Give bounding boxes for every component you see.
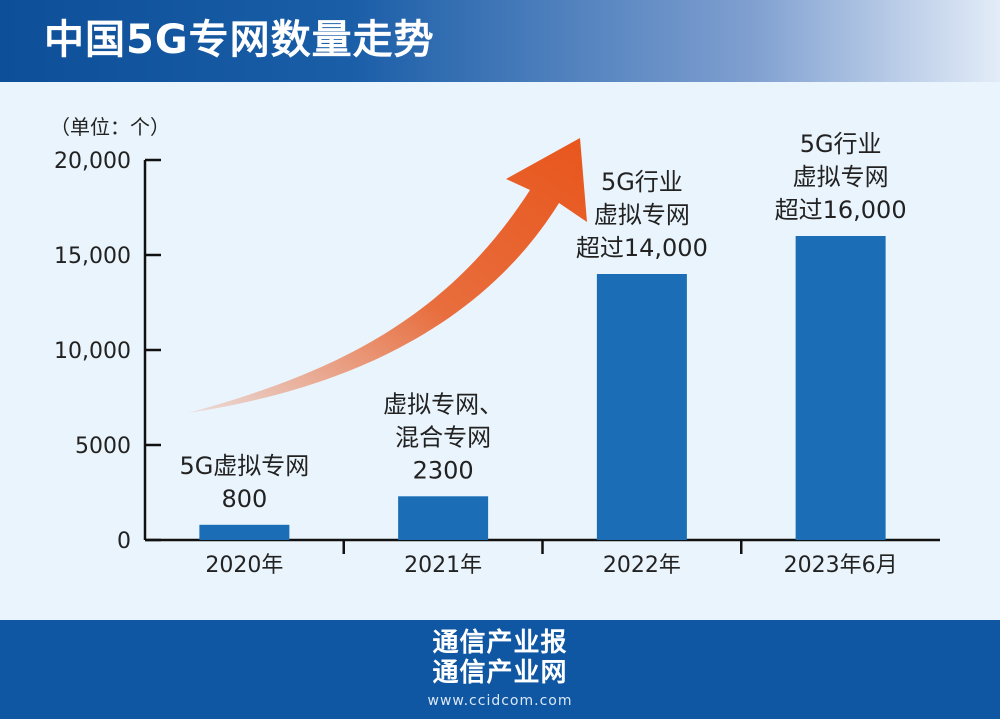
data-label: 800 bbox=[221, 485, 267, 513]
bar bbox=[795, 236, 886, 540]
data-label: 超过14,000 bbox=[576, 234, 708, 262]
data-label: 虚拟专网 bbox=[793, 163, 889, 191]
y-tick-label: 5000 bbox=[75, 434, 131, 459]
data-label: 虚拟专网 bbox=[594, 201, 690, 229]
page-title: 中国5G专网数量走势 bbox=[44, 17, 435, 63]
header-banner: 中国5G专网数量走势 bbox=[0, 0, 1000, 82]
bar-chart: （单位：个） 0 5000 10,000 15,000 20,000 2020年 5G虚拟… bbox=[50, 115, 940, 578]
data-label: 5G虚拟专网 bbox=[179, 452, 309, 480]
bar bbox=[199, 524, 290, 540]
y-axis-unit-label: （单位：个） bbox=[50, 115, 170, 139]
x-tick-label: 2022年 bbox=[603, 553, 681, 578]
y-tick-label: 20,000 bbox=[54, 149, 131, 174]
publisher-url: www.ccidcom.com bbox=[427, 693, 573, 709]
x-tick-label: 2020年 bbox=[205, 553, 283, 578]
publisher-site-name: 通信产业网 bbox=[432, 658, 568, 688]
footer-banner: 通信产业报 通信产业网 www.ccidcom.com bbox=[0, 620, 1000, 719]
bar bbox=[398, 496, 489, 540]
y-tick-label: 15,000 bbox=[54, 244, 131, 269]
trend-arrow-icon bbox=[188, 138, 587, 413]
x-tick-label: 2021年 bbox=[404, 553, 482, 578]
publisher-name: 通信产业报 bbox=[432, 628, 568, 658]
data-label: 混合专网 bbox=[395, 423, 491, 451]
data-label: 5G行业 bbox=[601, 168, 683, 196]
data-label: 虚拟专网、 bbox=[383, 390, 503, 418]
x-tick-label: 2023年6月 bbox=[784, 553, 898, 578]
bar bbox=[596, 274, 687, 540]
y-tick-label: 10,000 bbox=[54, 339, 131, 364]
data-label: 超过16,000 bbox=[775, 196, 907, 224]
y-tick-label: 0 bbox=[117, 529, 131, 554]
data-label: 2300 bbox=[413, 456, 474, 484]
data-label: 5G行业 bbox=[800, 130, 882, 158]
chart-area: （单位：个） 0 5000 10,000 15,000 20,000 2020年 5G虚拟… bbox=[0, 82, 1000, 620]
